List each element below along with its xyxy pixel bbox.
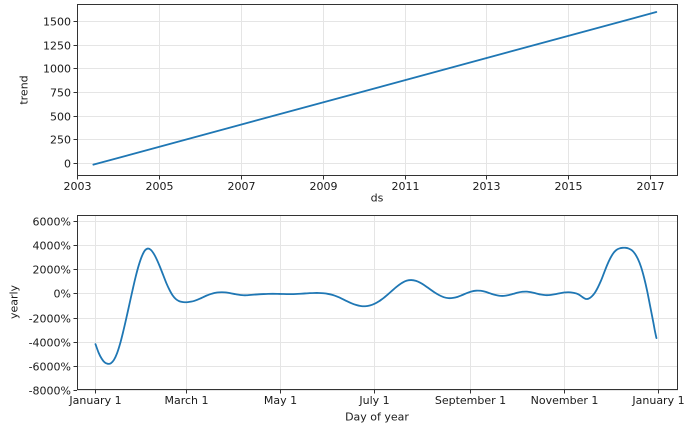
y-tick-label: 0% xyxy=(54,288,71,301)
x-tick-label: 2003 xyxy=(64,180,92,193)
y-tick-label: -4000% xyxy=(29,337,71,350)
y-tick-label: 0 xyxy=(64,158,71,171)
x-tick-label: March 1 xyxy=(164,394,208,407)
tick-marks xyxy=(73,21,651,180)
x-tick-label: January 1 xyxy=(631,394,684,407)
y-tick-label: -2000% xyxy=(29,313,71,326)
y-tick-label: 250 xyxy=(50,134,71,147)
x-tick-label: 2009 xyxy=(310,180,338,193)
x-tick-label: 2015 xyxy=(555,180,583,193)
y-tick-label: 1500 xyxy=(43,16,71,29)
y-tick-label: 2000% xyxy=(33,264,71,277)
axes-frame xyxy=(77,215,678,390)
y-tick-label: 6000% xyxy=(33,216,71,229)
y-tick-label: 1250 xyxy=(43,40,71,53)
trend-y-axis-label: trend xyxy=(17,75,31,105)
x-tick-label: May 1 xyxy=(264,394,297,407)
x-tick-label: January 1 xyxy=(68,394,121,407)
day-of-year-x-axis-label: Day of year xyxy=(345,410,409,424)
tick-labels: 2003 2005 2007 2009 2011 2013 2015 2017 0 250 500 7… xyxy=(43,16,665,194)
x-tick-label: 2013 xyxy=(473,180,501,193)
yearly-chart: January 1 March 1 May 1 July 1 September 1 No… xyxy=(29,215,685,407)
x-tick-label: July 1 xyxy=(358,394,389,407)
x-tick-label: 2011 xyxy=(392,180,420,193)
grid-lines xyxy=(77,215,678,391)
y-tick-label: -8000% xyxy=(29,385,71,398)
y-tick-label: -6000% xyxy=(29,361,71,374)
x-tick-label: 2017 xyxy=(637,180,665,193)
x-tick-label: 2007 xyxy=(228,180,256,193)
x-tick-label: September 1 xyxy=(435,394,506,407)
yearly-series-line xyxy=(94,246,658,365)
y-tick-label: 4000% xyxy=(33,240,71,253)
grid-lines xyxy=(77,4,678,176)
y-tick-label: 750 xyxy=(50,87,71,100)
y-tick-label: 1000 xyxy=(43,63,71,76)
yearly-y-axis-label: yearly xyxy=(7,284,21,320)
x-tick-label: November 1 xyxy=(531,394,599,407)
y-tick-label: 500 xyxy=(50,111,71,124)
x-tick-label: 2005 xyxy=(146,180,174,193)
tick-labels: January 1 March 1 May 1 July 1 September 1 No… xyxy=(29,216,685,408)
ds-x-axis-label: ds xyxy=(370,191,384,205)
tick-marks xyxy=(73,221,659,394)
axes-frame xyxy=(77,4,678,176)
trend-series-line xyxy=(92,11,658,166)
trend-chart: 2003 2005 2007 2009 2011 2013 2015 2017 0 250 500 7… xyxy=(43,4,678,193)
